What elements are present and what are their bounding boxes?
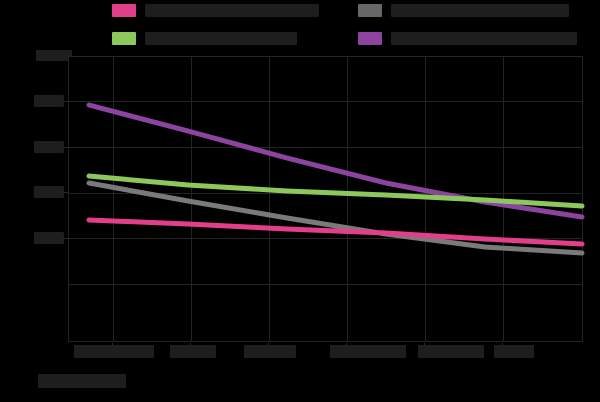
legend-swatch-series-2 — [112, 32, 136, 45]
gridline-v-2 — [191, 57, 192, 341]
y-tick-label-4 — [34, 232, 64, 244]
chart-legend — [0, 0, 600, 50]
legend-label-4 — [391, 32, 577, 45]
y-tick-label-3 — [34, 186, 64, 198]
legend-item-1[interactable] — [112, 4, 319, 17]
gridline-v-3 — [269, 57, 270, 341]
y-tick-mark-2 — [63, 147, 68, 148]
x-tick-label-2 — [170, 345, 216, 358]
legend-swatch-series-4 — [358, 32, 382, 45]
legend-item-3[interactable] — [112, 32, 297, 45]
x-tick-label-4 — [330, 345, 406, 358]
gridline-v-4 — [347, 57, 348, 341]
y-tick-mark-3 — [63, 192, 68, 193]
gridline-h-1 — [69, 101, 582, 102]
x-tick-label-1 — [74, 345, 154, 358]
gridline-h-4 — [69, 238, 582, 239]
gridline-h-2 — [69, 147, 582, 148]
series-line-green — [86, 173, 585, 209]
x-tick-label-5 — [418, 345, 484, 358]
series-line-purple — [86, 102, 585, 220]
x-axis-title — [38, 374, 126, 388]
legend-label-2 — [391, 4, 569, 17]
gridline-v-1 — [113, 57, 114, 341]
gridline-h-5 — [69, 284, 582, 285]
plot-area — [68, 56, 585, 342]
legend-item-4[interactable] — [358, 32, 577, 45]
y-tick-mark-1 — [63, 101, 68, 102]
legend-label-3 — [145, 32, 297, 45]
y-axis-title — [36, 50, 72, 61]
x-tick-label-3 — [244, 345, 296, 358]
x-tick-label-6 — [494, 345, 534, 358]
series-lines — [86, 102, 585, 256]
legend-label-1 — [145, 4, 319, 17]
series-line-gray — [86, 180, 585, 256]
legend-item-2[interactable] — [358, 4, 569, 17]
legend-swatch-series-3 — [358, 4, 382, 17]
y-tick-label-1 — [34, 95, 64, 107]
y-tick-mark-4 — [63, 238, 68, 239]
series-line-pink — [86, 217, 585, 247]
legend-swatch-series-1 — [112, 4, 136, 17]
y-tick-label-2 — [34, 141, 64, 153]
